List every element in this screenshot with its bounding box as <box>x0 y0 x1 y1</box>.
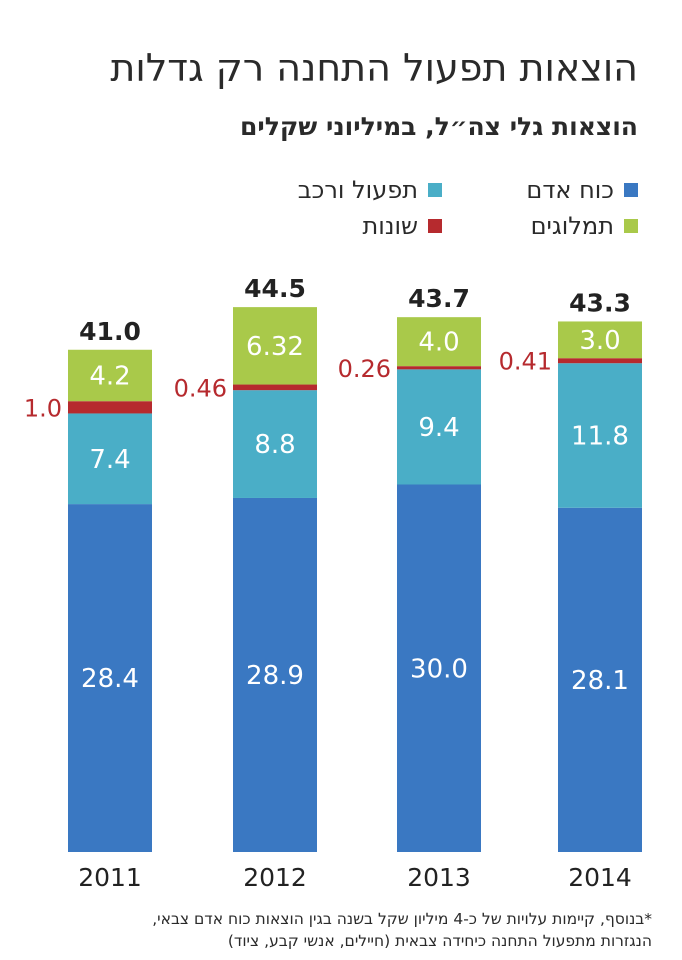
legend-item-operations: תפעול ורכב <box>298 176 442 204</box>
bar-segment-misc-2013 <box>397 366 481 370</box>
segment-label-operations-2011: 7.4 <box>89 445 130 475</box>
bar-segment-manpower-2013 <box>397 484 481 852</box>
x-tick-label-2013: 2013 <box>407 863 471 892</box>
segment-label-royalties-2011: 4.2 <box>89 361 130 391</box>
bar-segment-royalties-2013 <box>397 317 481 367</box>
legend-item-manpower: כוח אדם <box>526 176 638 204</box>
bar-segment-manpower-2011 <box>68 504 152 852</box>
segment-label-misc-2011: 1.0 <box>24 394 62 422</box>
segment-label-manpower-2011: 28.4 <box>81 664 139 694</box>
segment-label-operations-2013: 9.4 <box>418 413 459 443</box>
segment-label-royalties-2012: 6.32 <box>246 332 304 362</box>
legend-swatch-misc <box>428 219 442 233</box>
chart-subtitle: הוצאות גלי צה״ל, במיליוני שקלים <box>240 112 638 141</box>
bar-segment-operations-2012 <box>233 390 317 498</box>
bar-segment-misc-2012 <box>233 384 317 391</box>
footnote: *בנוסף, קיימות עלויות של כ-4 מיליון שקל … <box>22 908 652 952</box>
segment-label-royalties-2014: 3.0 <box>579 326 620 356</box>
legend-swatch-operations <box>428 183 442 197</box>
segment-label-misc-2013: 0.26 <box>338 355 391 383</box>
bar-total-2013: 43.7 <box>408 284 470 313</box>
legend-swatch-manpower <box>624 183 638 197</box>
legend-label-manpower: כוח אדם <box>526 176 614 204</box>
legend-swatch-royalties <box>624 219 638 233</box>
segment-label-royalties-2013: 4.0 <box>418 328 459 358</box>
x-tick-label-2011: 2011 <box>78 863 142 892</box>
segment-label-operations-2014: 11.8 <box>571 422 629 452</box>
bar-segment-misc-2014 <box>558 358 642 364</box>
segment-label-operations-2012: 8.8 <box>254 430 295 460</box>
x-tick-label-2012: 2012 <box>243 863 307 892</box>
legend-item-misc: שונות <box>363 212 442 240</box>
segment-label-manpower-2014: 28.1 <box>571 666 629 696</box>
bar-total-2011: 41.0 <box>79 317 141 346</box>
x-tick-label-2014: 2014 <box>568 863 632 892</box>
legend-label-misc: שונות <box>362 212 418 240</box>
bar-segment-royalties-2014 <box>558 321 642 359</box>
bar-segment-operations-2014 <box>558 363 642 508</box>
bar-total-2012: 44.5 <box>244 274 306 303</box>
segment-label-misc-2014: 0.41 <box>499 348 552 376</box>
legend-item-royalties: תמלוגים <box>531 212 638 240</box>
bar-segment-operations-2013 <box>397 369 481 485</box>
segment-label-misc-2012: 0.46 <box>174 374 227 402</box>
stacked-bar-chart: 28.4 7.4 1.0 4.2 41.0 2011 28.9 8.8 0.46 6.32 44.5… <box>24 274 642 892</box>
legend-label-operations: תפעול ורכב <box>297 176 418 204</box>
bar-segment-manpower-2012 <box>233 497 317 852</box>
footnote-line-1: *בנוסף, קיימות עלויות של כ-4 מיליון שקל … <box>152 910 652 928</box>
bar-segment-royalties-2012 <box>233 307 317 385</box>
segment-label-manpower-2012: 28.9 <box>246 661 304 691</box>
legend-label-royalties: תמלוגים <box>530 212 614 240</box>
bar-total-2014: 43.3 <box>569 288 631 317</box>
bar-segment-manpower-2014 <box>558 507 642 852</box>
bar-segment-misc-2011 <box>68 401 152 414</box>
bar-segment-operations-2011 <box>68 413 152 505</box>
footnote-line-2: הנגזרות מתפעול התחנה כיחידה צבאית (חיילי… <box>227 932 652 950</box>
chart-title: הוצאות תפעול התחנה רק גדלות <box>110 46 638 90</box>
bar-segment-royalties-2011 <box>68 349 152 402</box>
segment-label-manpower-2013: 30.0 <box>410 654 468 684</box>
